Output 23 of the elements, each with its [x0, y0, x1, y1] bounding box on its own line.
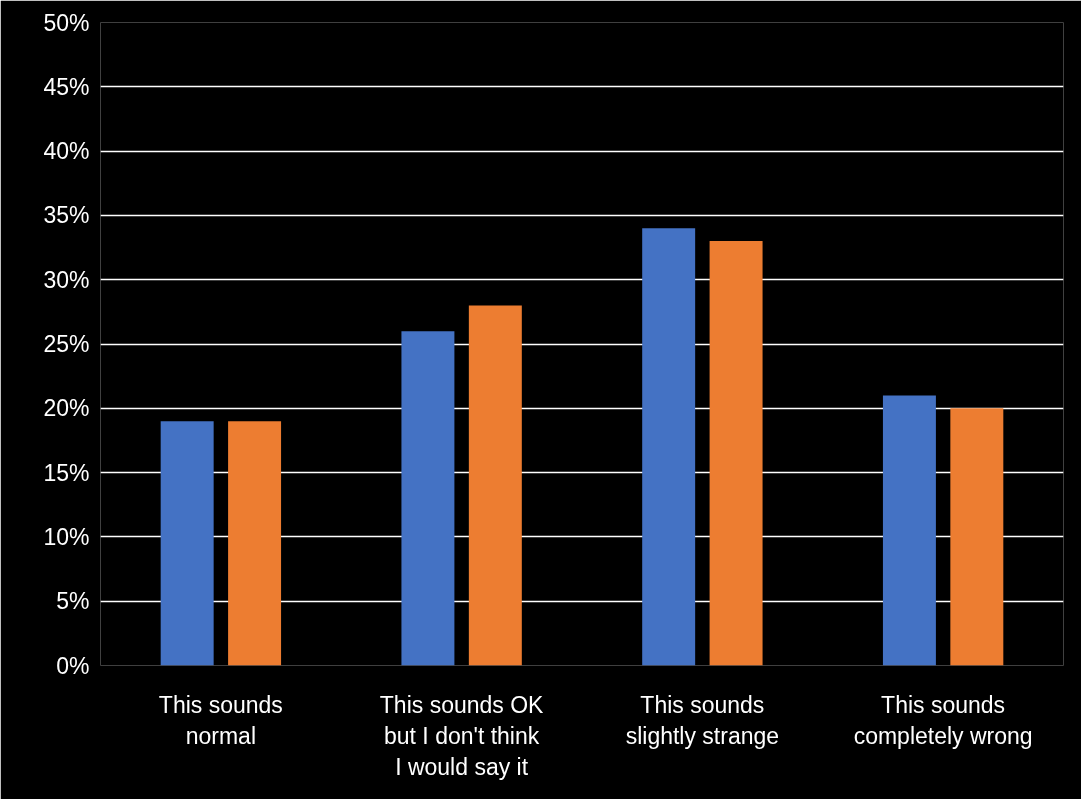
- y-tick-label: 35%: [43, 202, 90, 229]
- y-tick-label: 25%: [43, 331, 90, 357]
- bar: [160, 421, 214, 666]
- y-tick-label: 20%: [43, 395, 90, 422]
- y-tick-label: 30%: [43, 266, 90, 293]
- x-tick-label: This sounds completely wrong: [853, 691, 1033, 749]
- bar: [401, 331, 455, 666]
- y-tick-label: 40%: [43, 138, 90, 165]
- bar: [468, 305, 522, 666]
- bar: [882, 395, 936, 666]
- bar: [709, 241, 763, 666]
- bar: [950, 408, 1004, 666]
- y-tick-label: 5%: [56, 588, 90, 615]
- x-tick-label: This sounds OK but I don't think I would say it: [379, 691, 545, 780]
- bar: [228, 421, 282, 666]
- y-tick-label: 50%: [43, 9, 90, 36]
- x-tick-label: This sounds normal: [158, 691, 283, 749]
- x-tick-label: This sounds slightly strange: [625, 691, 780, 749]
- bar: [642, 228, 696, 666]
- y-tick-label: 0%: [56, 652, 90, 679]
- y-tick-label: 10%: [43, 523, 90, 550]
- y-tick-label: 45%: [43, 73, 90, 100]
- y-tick-label: 15%: [43, 459, 90, 486]
